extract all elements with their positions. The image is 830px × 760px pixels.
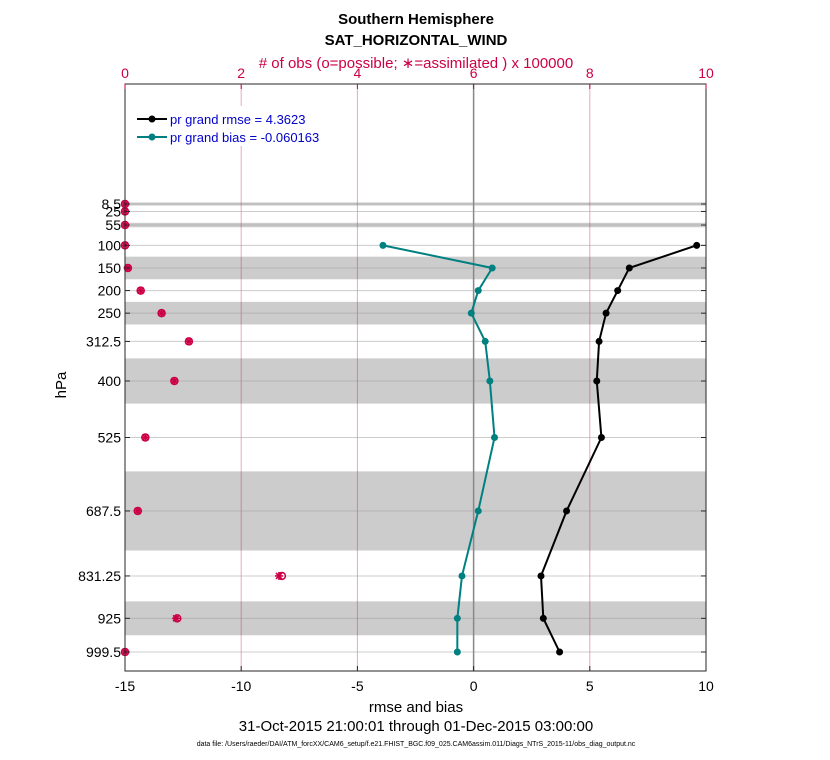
obs-assimilated-10 [133, 506, 142, 515]
series-1-point-5 [486, 377, 494, 385]
y-tick-label-0: 8.5 [102, 196, 122, 212]
legend-marker-bias [148, 133, 156, 141]
y-tick-label-11: 831.25 [78, 568, 121, 584]
y-tick-label-10: 687.5 [86, 503, 121, 519]
y-tick-label-6: 250 [98, 305, 122, 321]
axis-ticks: -15 -10 -5 0 5 100 2 4 6 8 108.5255510015020025031… [78, 65, 714, 694]
series-1-point-2 [474, 287, 482, 295]
obs-assimilated-6-stroke-3 [158, 309, 166, 317]
y-tick-label-3: 100 [98, 237, 122, 253]
y-axis-label: hPa [53, 371, 70, 398]
x-tick-label-4: 5 [586, 678, 594, 694]
series-1-point-10 [453, 648, 461, 656]
top-tick-label-4: 8 [586, 65, 594, 81]
obs-assimilated-9 [141, 433, 150, 442]
obs-assimilated-5 [136, 286, 145, 295]
series-1-point-1 [488, 264, 496, 272]
series-1-point-0 [379, 241, 387, 249]
x-tick-label-1: -10 [231, 678, 251, 694]
y-tick-label-4: 150 [98, 260, 122, 276]
obs-assimilated-5-stroke-3 [137, 287, 145, 295]
obs-assimilated-12-stroke-3 [172, 614, 180, 622]
series-0-point-1 [625, 264, 633, 272]
series-0-point-2 [614, 287, 622, 295]
series-0-point-9 [539, 614, 547, 622]
x-tick-label-5: 10 [698, 678, 714, 694]
series-0-point-3 [602, 309, 610, 317]
series-0-point-8 [537, 572, 545, 580]
series-0-point-0 [693, 241, 701, 249]
obs-assimilated-11 [274, 571, 283, 580]
obs-assimilated-6 [157, 309, 166, 318]
obs-assimilated-9-stroke-3 [141, 433, 149, 442]
x-axis-label: rmse and bias [369, 699, 463, 716]
series-0-point-7 [563, 507, 571, 515]
y-tick-label-2: 55 [105, 217, 121, 233]
obs-assimilated-8 [170, 376, 179, 385]
level-shading [125, 202, 706, 636]
legend: pr grand rmse = 4.3623 pr grand bias = -… [131, 106, 353, 146]
y-tick-label-5: 200 [98, 283, 122, 299]
legend-marker-rmse [148, 115, 156, 123]
obs-assimilated-7 [184, 337, 193, 346]
series-0-point-10 [556, 648, 564, 656]
data-file-footnote: data file: /Users/raeder/DAI/ATM_forcXX/… [197, 741, 636, 748]
series-0-point-6 [597, 433, 605, 441]
series-0-point-4 [595, 337, 603, 345]
series-1-point-3 [467, 309, 475, 317]
y-tick-label-13: 999.5 [86, 644, 121, 660]
plot-frame [124, 83, 707, 672]
series-1-point-8 [458, 572, 466, 580]
obs-assimilated-10-stroke-3 [134, 507, 142, 515]
y-tick-label-12: 925 [98, 610, 122, 626]
series-1-point-7 [474, 507, 482, 515]
obs-assimilated-7-stroke-3 [185, 337, 193, 345]
series-0-point-5 [593, 377, 601, 385]
y-tick-label-8: 400 [98, 373, 122, 389]
chart-subtitle: SAT_HORIZONTAL_WIND [325, 32, 508, 49]
chart-title: Southern Hemisphere [338, 11, 494, 28]
grid-lines [125, 84, 706, 671]
x-tick-label-3: 0 [470, 678, 478, 694]
y-tick-label-9: 525 [98, 429, 122, 445]
series-1-point-6 [491, 433, 499, 441]
obs-assimilated-8-stroke-3 [170, 377, 178, 385]
top-tick-label-2: 4 [354, 65, 362, 81]
top-tick-label-1: 2 [237, 65, 245, 81]
top-tick-label-3: 6 [470, 65, 478, 81]
legend-box [131, 106, 353, 146]
obs-assimilated-12 [172, 614, 181, 623]
top-tick-label-0: 0 [121, 65, 129, 81]
y-tick-label-1: 25 [105, 203, 121, 219]
legend-entry-bias: pr grand bias = -0.060163 [170, 130, 319, 145]
y-tick-label-7: 312.5 [86, 333, 121, 349]
top-tick-label-5: 10 [698, 65, 714, 81]
x-tick-label-0: -15 [115, 678, 135, 694]
date-range: 31-Oct-2015 21:00:01 through 01-Dec-2015… [239, 718, 593, 735]
series-1-point-4 [481, 337, 489, 345]
x-tick-label-2: -5 [351, 678, 364, 694]
series-1-point-9 [453, 614, 461, 622]
obs-assimilated-11-stroke-3 [275, 572, 283, 580]
legend-entry-rmse: pr grand rmse = 4.3623 [170, 112, 306, 127]
top-axis-label: # of obs (o=possible; ∗=assimilated ) x … [259, 55, 573, 72]
